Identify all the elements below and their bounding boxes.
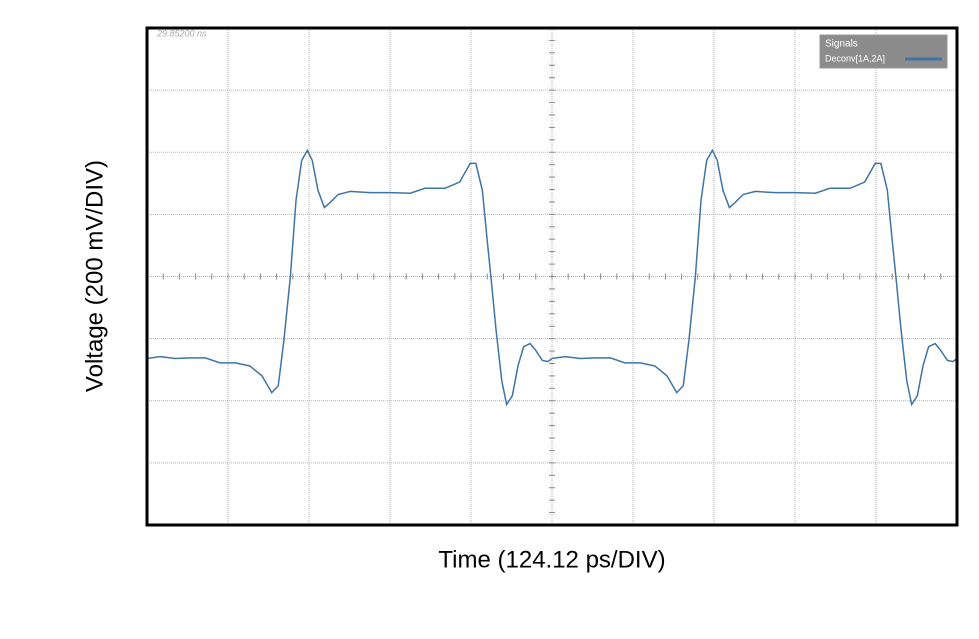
corner-label: 29.85200 ns: [156, 28, 207, 38]
legend-box: [819, 34, 948, 69]
y-axis-label: Voltage (200 mV/DIV): [81, 160, 108, 392]
x-axis-label: Time (124.12 ps/DIV): [438, 546, 665, 573]
legend-title: Signals: [825, 39, 858, 50]
legend-label: Deconv[1A,2A]: [825, 53, 885, 63]
signal-line: [146, 148, 958, 407]
plot-frame: [145, 26, 959, 527]
